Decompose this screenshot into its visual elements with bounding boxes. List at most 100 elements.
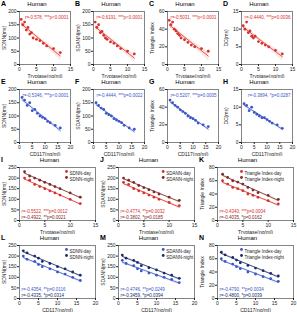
svg-text:SDNN(ms): SDNN(ms) <box>1 182 7 206</box>
svg-text:r=-0.4444, ***p=0.0022: r=-0.4444, ***p=0.0022 <box>96 93 143 98</box>
svg-text:r=-0.4746, **p=0.0249: r=-0.4746, **p=0.0249 <box>121 287 166 292</box>
svg-text:r=-0.4440, ***p=0.0036: r=-0.4440, ***p=0.0036 <box>244 15 291 20</box>
svg-text:5: 5 <box>105 144 108 150</box>
svg-text:5: 5 <box>257 66 260 72</box>
svg-text:250: 250 <box>107 242 116 248</box>
svg-text:15: 15 <box>290 66 296 72</box>
svg-text:50: 50 <box>110 285 116 291</box>
svg-text:Tryptase(ng/ml): Tryptase(ng/ml) <box>28 73 63 79</box>
svg-text:0: 0 <box>92 144 95 150</box>
svg-text:5: 5 <box>179 144 182 150</box>
svg-text:40: 40 <box>159 26 165 32</box>
svg-text:r=-0.578, ***p<0.0001: r=-0.578, ***p<0.0001 <box>25 15 69 20</box>
svg-text:20: 20 <box>159 43 165 49</box>
svg-text:SDANN(ms): SDANN(ms) <box>75 24 81 52</box>
svg-text:SDANN(ms): SDANN(ms) <box>100 180 106 208</box>
svg-text:10: 10 <box>125 66 131 72</box>
svg-text:50: 50 <box>11 285 17 291</box>
svg-text:Triangle Index-night: Triangle Index-night <box>245 177 285 182</box>
svg-text:0: 0 <box>14 295 17 301</box>
svg-text:5: 5 <box>183 66 186 72</box>
svg-text:10: 10 <box>51 66 57 72</box>
svg-text:Triangle Index-day: Triangle Index-day <box>245 249 283 254</box>
svg-text:15: 15 <box>192 222 198 228</box>
svg-text:10: 10 <box>166 222 172 228</box>
svg-text:CD117(ng/ml): CD117(ng/ml) <box>104 151 135 157</box>
svg-text:250: 250 <box>107 164 116 170</box>
svg-text:40: 40 <box>209 191 215 197</box>
svg-text:SDNN(ms): SDNN(ms) <box>1 260 7 284</box>
svg-text:CD117(ng/ml): CD117(ng/ml) <box>252 151 283 157</box>
svg-text:r=-0.4035, *p=0.0162: r=-0.4035, *p=0.0162 <box>220 215 263 220</box>
svg-text:r=-0.5346, ***p<0.0001: r=-0.5346, ***p<0.0001 <box>22 93 69 98</box>
svg-text:0: 0 <box>18 66 21 72</box>
svg-text:5: 5 <box>31 144 34 150</box>
svg-text:10: 10 <box>190 144 196 150</box>
svg-text:100: 100 <box>107 196 116 202</box>
svg-text:Tryptase(ng/ml): Tryptase(ng/ml) <box>238 229 273 235</box>
svg-text:15: 15 <box>291 222 297 228</box>
svg-text:5: 5 <box>142 222 145 228</box>
svg-text:r=-0.4335, *p=0.0314: r=-0.4335, *p=0.0314 <box>22 293 65 298</box>
svg-text:60: 60 <box>159 86 165 92</box>
svg-text:200: 200 <box>107 175 116 181</box>
svg-text:5: 5 <box>236 121 239 127</box>
svg-text:Triangle Index: Triangle Index <box>149 22 155 54</box>
svg-text:CD117(ng/ml): CD117(ng/ml) <box>178 151 209 157</box>
svg-text:100: 100 <box>8 113 17 119</box>
svg-text:10: 10 <box>233 104 239 110</box>
svg-text:15: 15 <box>203 144 209 150</box>
svg-text:r=-0.5522, ***p=0.0012: r=-0.5522, ***p=0.0012 <box>22 209 69 214</box>
svg-text:150: 150 <box>82 99 91 105</box>
svg-text:0: 0 <box>216 222 219 228</box>
svg-text:100: 100 <box>8 196 17 202</box>
svg-text:r=-0.4340, ***p=0.0004: r=-0.4340, ***p=0.0004 <box>220 209 267 214</box>
svg-text:5: 5 <box>241 222 244 228</box>
svg-text:Tryptase(ng/ml): Tryptase(ng/ml) <box>102 73 137 79</box>
svg-text:r=-0.3459, *p=0.0394: r=-0.3459, *p=0.0394 <box>121 293 164 298</box>
svg-text:200: 200 <box>8 175 17 181</box>
svg-text:10: 10 <box>116 144 122 150</box>
svg-text:150: 150 <box>8 185 17 191</box>
svg-text:0: 0 <box>236 61 239 67</box>
svg-text:15: 15 <box>233 8 239 14</box>
svg-text:20: 20 <box>142 144 148 150</box>
svg-text:DC(ms): DC(ms) <box>223 107 229 125</box>
svg-text:0: 0 <box>212 295 215 301</box>
svg-text:20: 20 <box>216 144 222 150</box>
svg-text:0: 0 <box>18 144 21 150</box>
svg-text:60: 60 <box>159 8 165 14</box>
svg-text:20: 20 <box>192 300 198 306</box>
svg-text:40: 40 <box>159 104 165 110</box>
svg-text:150: 150 <box>8 99 17 105</box>
svg-text:40: 40 <box>209 269 215 275</box>
svg-text:150: 150 <box>107 263 116 269</box>
svg-text:r=-0.5031, ***p<0.0001: r=-0.5031, ***p<0.0001 <box>170 15 217 20</box>
svg-text:r=-0.4790, **p=0.0034: r=-0.4790, **p=0.0034 <box>220 287 265 292</box>
svg-text:100: 100 <box>107 274 116 280</box>
svg-text:50: 50 <box>11 207 17 213</box>
svg-text:0: 0 <box>113 295 116 301</box>
svg-text:r=-0.5207, ***p=0.0005: r=-0.5207, ***p=0.0005 <box>170 93 217 98</box>
svg-text:10: 10 <box>253 300 259 306</box>
svg-text:SDANN-day: SDANN-day <box>166 249 191 254</box>
svg-text:200: 200 <box>8 86 17 92</box>
svg-text:5: 5 <box>236 43 239 49</box>
svg-text:15: 15 <box>277 144 283 150</box>
svg-text:r=-0.4922, **p=0.0021: r=-0.4922, **p=0.0021 <box>22 215 67 220</box>
svg-text:60: 60 <box>209 255 215 261</box>
svg-text:5: 5 <box>43 222 46 228</box>
svg-text:15: 15 <box>272 300 278 306</box>
svg-text:SDANN-night: SDANN-night <box>166 255 194 260</box>
svg-text:100: 100 <box>8 35 17 41</box>
svg-text:20: 20 <box>68 144 74 150</box>
svg-text:5: 5 <box>235 300 238 306</box>
svg-text:15: 15 <box>68 66 74 72</box>
svg-text:15: 15 <box>233 86 239 92</box>
svg-text:10: 10 <box>233 26 239 32</box>
svg-text:SDNN(ms): SDNN(ms) <box>1 26 7 50</box>
svg-text:250: 250 <box>8 242 17 248</box>
svg-text:10: 10 <box>42 144 48 150</box>
svg-text:0: 0 <box>240 144 243 150</box>
svg-text:r=-0.4800, *p=0.0039: r=-0.4800, *p=0.0039 <box>220 293 263 298</box>
